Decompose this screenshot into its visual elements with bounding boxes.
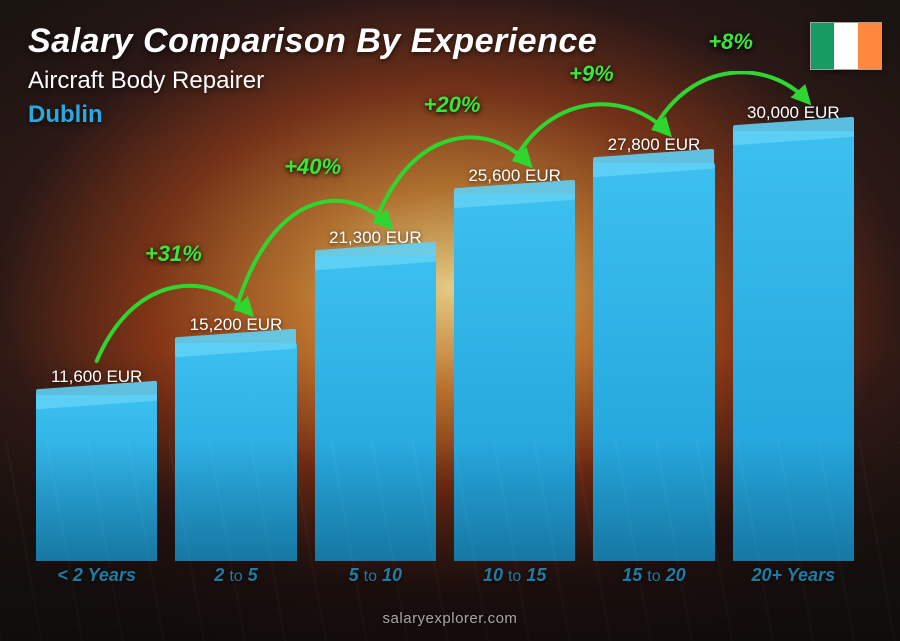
ireland-flag-icon	[810, 22, 882, 70]
x-axis-label: 2 to 5	[175, 565, 296, 591]
bar	[733, 131, 854, 561]
x-axis-label: 10 to 15	[454, 565, 575, 591]
bar-slot: 30,000 EUR	[733, 103, 854, 561]
bar	[315, 256, 436, 561]
flag-stripe	[811, 23, 834, 69]
x-axis-label: 20+ Years	[733, 565, 854, 591]
bar-slot: 25,600 EUR	[454, 166, 575, 561]
growth-pct-label: +20%	[424, 92, 481, 118]
bar-slot: 27,800 EUR	[593, 135, 714, 561]
chart-canvas: Salary Comparison By Experience Aircraft…	[0, 0, 900, 641]
growth-pct-label: +40%	[284, 154, 341, 180]
bar-slot: 15,200 EUR	[175, 315, 296, 561]
footer-credit: salaryexplorer.com	[0, 610, 900, 627]
bar	[36, 395, 157, 561]
bar-slot: 21,300 EUR	[315, 228, 436, 561]
flag-stripe	[858, 23, 881, 69]
bar	[454, 194, 575, 561]
bar-chart: 11,600 EUR15,200 EUR21,300 EUR25,600 EUR…	[30, 71, 860, 591]
bar	[593, 163, 714, 561]
bar	[175, 343, 296, 561]
growth-pct-label: +9%	[569, 61, 614, 87]
growth-pct-label: +31%	[145, 241, 202, 267]
x-axis-label: 5 to 10	[315, 565, 436, 591]
growth-pct-label: +8%	[708, 29, 753, 55]
x-axis-label: < 2 Years	[36, 565, 157, 591]
bar-slot: 11,600 EUR	[36, 367, 157, 561]
chart-title: Salary Comparison By Experience	[28, 22, 597, 61]
flag-stripe	[834, 23, 857, 69]
x-labels: < 2 Years 2 to 5 5 to 10 10 to 15 15 to 20 20…	[30, 565, 860, 591]
bars-container: 11,600 EUR15,200 EUR21,300 EUR25,600 EUR…	[30, 71, 860, 561]
x-axis-label: 15 to 20	[593, 565, 714, 591]
